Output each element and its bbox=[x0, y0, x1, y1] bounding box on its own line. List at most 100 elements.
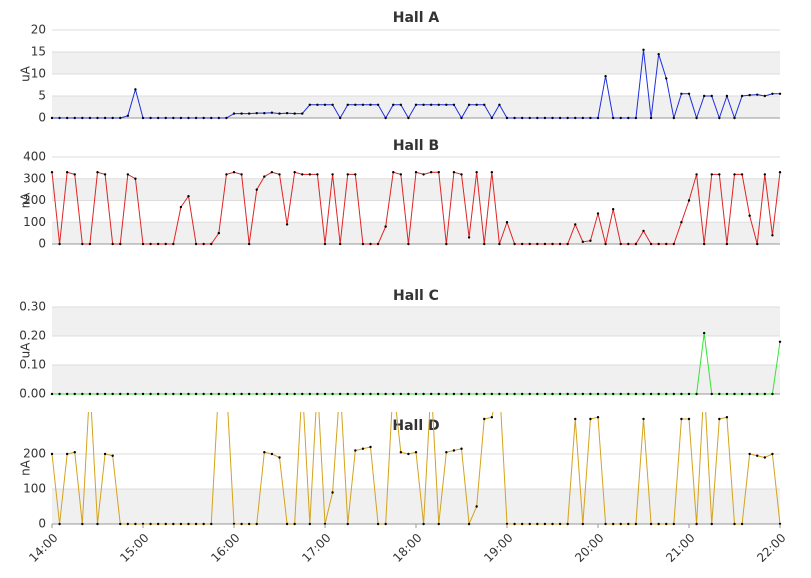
point bbox=[172, 392, 175, 396]
panel-title: Hall C bbox=[393, 288, 439, 304]
point bbox=[338, 116, 342, 120]
point bbox=[323, 392, 327, 396]
point bbox=[649, 242, 653, 246]
point bbox=[665, 77, 668, 80]
panel-title: Hall B bbox=[393, 138, 439, 154]
point bbox=[665, 392, 668, 396]
x-tick-label: 14:00 bbox=[26, 531, 60, 565]
point bbox=[566, 242, 569, 246]
grid-band bbox=[52, 222, 780, 244]
point bbox=[596, 212, 600, 215]
y-tick-label: 0 bbox=[38, 111, 46, 125]
point bbox=[346, 522, 349, 526]
point bbox=[331, 491, 334, 494]
point bbox=[96, 116, 99, 120]
point bbox=[437, 103, 440, 107]
point bbox=[498, 242, 501, 246]
point bbox=[149, 242, 152, 246]
point bbox=[247, 522, 251, 526]
point bbox=[710, 173, 713, 176]
point bbox=[194, 242, 198, 246]
point bbox=[467, 392, 471, 396]
point bbox=[520, 242, 524, 246]
point bbox=[536, 392, 539, 396]
point bbox=[202, 392, 205, 396]
point bbox=[399, 173, 403, 176]
point bbox=[528, 116, 531, 120]
point bbox=[581, 392, 585, 396]
point bbox=[255, 188, 258, 191]
point bbox=[475, 505, 478, 508]
grid-band bbox=[52, 52, 780, 74]
panel-title: Hall A bbox=[393, 10, 440, 26]
point bbox=[490, 392, 494, 396]
point bbox=[566, 522, 569, 526]
point bbox=[574, 116, 577, 120]
point bbox=[422, 173, 425, 176]
point bbox=[134, 177, 137, 180]
point bbox=[301, 112, 304, 115]
point bbox=[429, 392, 433, 396]
y-tick-label: 0.30 bbox=[19, 300, 46, 314]
point bbox=[740, 392, 744, 396]
point bbox=[619, 116, 622, 120]
point bbox=[376, 242, 380, 246]
point bbox=[172, 116, 175, 120]
y-tick-label: 200 bbox=[23, 193, 46, 207]
y-tick-label: 0.00 bbox=[19, 387, 46, 401]
point bbox=[718, 417, 721, 421]
point bbox=[657, 522, 660, 526]
point bbox=[270, 111, 274, 114]
point bbox=[566, 116, 569, 120]
point bbox=[369, 103, 372, 107]
point bbox=[301, 173, 304, 176]
point bbox=[172, 242, 175, 246]
y-tick-label: 20 bbox=[31, 23, 46, 37]
point bbox=[725, 94, 729, 98]
point bbox=[528, 522, 531, 526]
point bbox=[498, 392, 501, 396]
point bbox=[263, 392, 266, 396]
point bbox=[634, 242, 638, 246]
point bbox=[619, 522, 622, 526]
point bbox=[354, 103, 357, 107]
point bbox=[111, 454, 114, 457]
point bbox=[187, 522, 190, 526]
point bbox=[111, 116, 114, 120]
point bbox=[285, 392, 289, 396]
point bbox=[513, 392, 516, 396]
y-tick-label: 100 bbox=[23, 215, 46, 229]
point bbox=[536, 522, 539, 526]
point bbox=[680, 92, 683, 96]
point bbox=[604, 75, 607, 78]
point bbox=[695, 173, 698, 176]
point bbox=[316, 392, 319, 396]
point bbox=[543, 392, 547, 396]
point bbox=[513, 116, 516, 120]
point bbox=[88, 242, 92, 246]
point bbox=[194, 522, 198, 526]
point bbox=[111, 242, 114, 246]
point bbox=[278, 392, 281, 396]
point bbox=[232, 112, 236, 115]
point bbox=[748, 214, 751, 217]
point bbox=[278, 456, 281, 459]
point bbox=[293, 522, 296, 526]
point bbox=[589, 417, 592, 421]
x-tick-label: 17:00 bbox=[299, 531, 333, 565]
point bbox=[596, 116, 600, 120]
point bbox=[429, 171, 433, 174]
point bbox=[285, 223, 289, 226]
y-tick-label: 200 bbox=[23, 447, 46, 461]
point bbox=[771, 392, 774, 396]
point bbox=[702, 94, 706, 98]
point bbox=[589, 392, 592, 396]
point bbox=[695, 116, 698, 120]
point bbox=[202, 522, 205, 526]
point bbox=[278, 173, 281, 176]
point bbox=[763, 456, 767, 459]
point bbox=[611, 116, 615, 120]
point bbox=[657, 53, 660, 56]
point bbox=[733, 392, 736, 396]
point bbox=[429, 103, 433, 107]
